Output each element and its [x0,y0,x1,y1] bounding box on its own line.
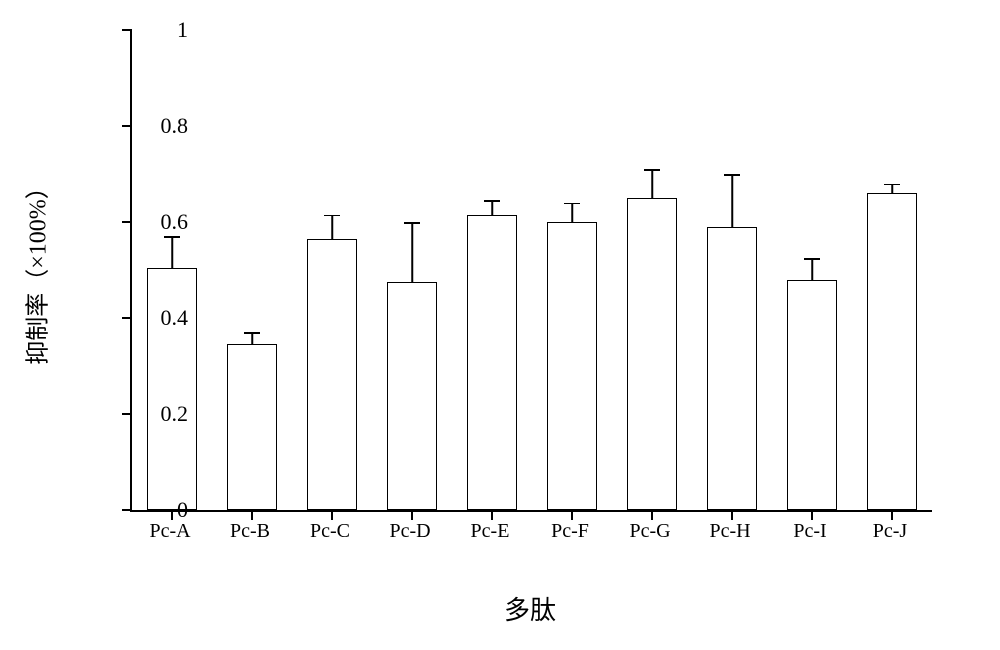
x-tick-label: Pc-H [709,520,750,543]
error-cap [884,184,900,186]
bar [547,222,597,510]
error-cap [484,200,500,202]
x-tick-label: Pc-B [230,520,270,543]
x-tick [331,510,333,520]
x-tick-label: Pc-I [793,520,826,543]
y-tick [122,125,132,127]
y-axis-label: 抑制率（×100%） [18,175,53,365]
y-tick-label: 0.6 [161,209,189,235]
error-bar [651,169,653,198]
x-tick [411,510,413,520]
bar [307,239,357,510]
x-tick-label: Pc-C [310,520,350,543]
error-cap [404,222,420,224]
x-tick [171,510,173,520]
x-tick-label: Pc-E [471,520,510,543]
bar [867,193,917,510]
y-tick-label: 0.2 [161,401,189,427]
error-cap [644,169,660,171]
x-tick [571,510,573,520]
error-bar [411,222,413,282]
y-tick [122,317,132,319]
error-bar [251,332,253,344]
y-tick [122,29,132,31]
error-cap [724,174,740,176]
x-axis-label: 多肽 [504,590,556,627]
error-bar [331,215,333,239]
x-tick [731,510,733,520]
error-cap [804,258,820,260]
y-tick-label: 1 [177,17,188,43]
error-cap [244,332,260,334]
x-tick [891,510,893,520]
x-tick-label: Pc-F [551,520,589,543]
bar [147,268,197,510]
error-cap [324,215,340,217]
x-tick-label: Pc-D [389,520,430,543]
bar [707,227,757,510]
x-tick-label: Pc-G [629,520,670,543]
error-cap [564,203,580,205]
error-bar [731,174,733,227]
y-tick [122,221,132,223]
x-tick [251,510,253,520]
x-tick-label: Pc-A [149,520,190,543]
x-tick-label: Pc-J [873,520,907,543]
x-tick [811,510,813,520]
error-cap [164,236,180,238]
error-bar [171,236,173,267]
x-tick [491,510,493,520]
bar [467,215,517,510]
bar [627,198,677,510]
x-tick [651,510,653,520]
y-tick-label: 0.4 [161,305,189,331]
error-bar [811,258,813,280]
error-bar [491,200,493,214]
y-tick-label: 0.8 [161,113,189,139]
bar [227,344,277,510]
plot-area [130,30,932,512]
y-tick [122,413,132,415]
bar [787,280,837,510]
bar [387,282,437,510]
error-bar [571,203,573,222]
chart-container: 抑制率（×100%） 多肽 00.20.40.60.81Pc-APc-BPc-C… [0,0,1000,650]
y-tick [122,509,132,511]
